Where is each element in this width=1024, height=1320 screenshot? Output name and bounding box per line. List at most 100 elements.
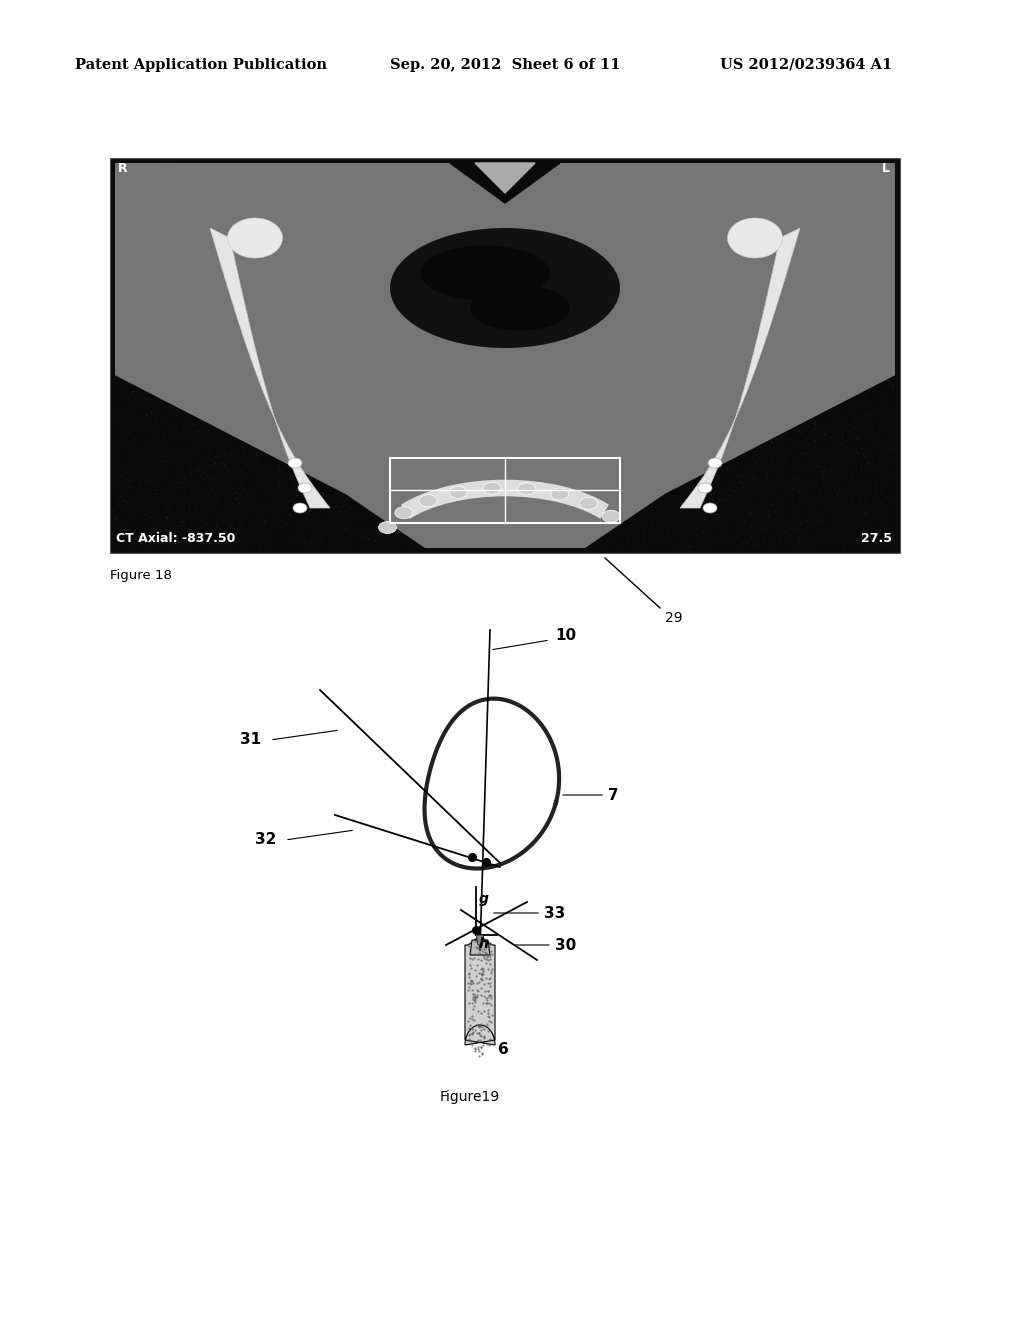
Point [473,462,489,483]
Point [409,329,425,350]
Point [150,412,166,433]
Point [422,388,438,409]
Point [280,202,296,223]
Point [578,346,594,367]
Point [766,424,782,445]
Point [165,164,181,185]
Point [580,499,596,520]
Point [874,240,891,261]
Point [647,445,664,466]
Text: 27.5: 27.5 [861,532,892,545]
Point [139,342,156,363]
Point [278,329,294,350]
Point [594,244,610,265]
Point [714,341,730,362]
Point [208,484,224,506]
Point [278,446,294,467]
Point [415,533,431,554]
Point [393,213,410,234]
Point [871,413,888,434]
Point [882,424,898,445]
Point [648,457,665,478]
Point [211,178,227,199]
Point [313,392,330,413]
Point [641,502,657,523]
Point [378,302,394,323]
Point [137,215,154,236]
Point [531,451,548,473]
Point [275,298,292,319]
Point [623,321,639,342]
Point [159,157,175,178]
Point [681,355,697,376]
Point [836,378,852,399]
Point [459,322,475,343]
Point [492,327,508,348]
Point [601,197,617,218]
Point [221,444,238,465]
Point [650,532,667,553]
Point [672,425,688,446]
Point [646,446,663,467]
Point [737,183,754,205]
Point [874,404,891,425]
Point [692,194,709,215]
Point [215,281,231,302]
Point [306,224,323,246]
Point [139,335,156,356]
Point [203,259,219,280]
Point [746,523,763,544]
Point [709,494,725,515]
Point [846,210,862,231]
Point [319,400,336,421]
Point [625,216,641,238]
Point [573,461,590,482]
Point [552,463,568,484]
Point [403,315,420,337]
Point [484,257,501,279]
Point [645,425,662,446]
Point [465,256,481,277]
Point [207,351,223,372]
Point [290,260,306,281]
Point [649,248,666,269]
Point [710,366,726,387]
Point [335,304,351,325]
Point [279,257,295,279]
Point [218,449,234,470]
Point [803,378,819,399]
Point [551,238,567,259]
Point [399,249,416,271]
Point [833,424,849,445]
Point [845,426,861,447]
Point [783,351,800,372]
Point [826,305,843,326]
Point [132,381,148,403]
Point [433,339,450,360]
Point [553,404,569,425]
Point [605,304,622,325]
Point [810,492,826,513]
Point [807,326,823,347]
Point [852,348,868,370]
Point [426,199,442,220]
Point [188,301,205,322]
Point [732,281,749,302]
Point [465,242,481,263]
Point [874,491,891,512]
Point [654,447,671,469]
Point [216,172,232,193]
Point [265,368,282,389]
Point [114,341,130,362]
Point [403,302,420,323]
Point [343,428,359,449]
Text: h: h [479,937,488,950]
Point [113,280,129,301]
Point [816,249,833,271]
Point [744,290,761,312]
Point [629,256,645,277]
Point [150,232,166,253]
Point [201,181,217,202]
Point [659,466,676,487]
Point [143,403,160,424]
